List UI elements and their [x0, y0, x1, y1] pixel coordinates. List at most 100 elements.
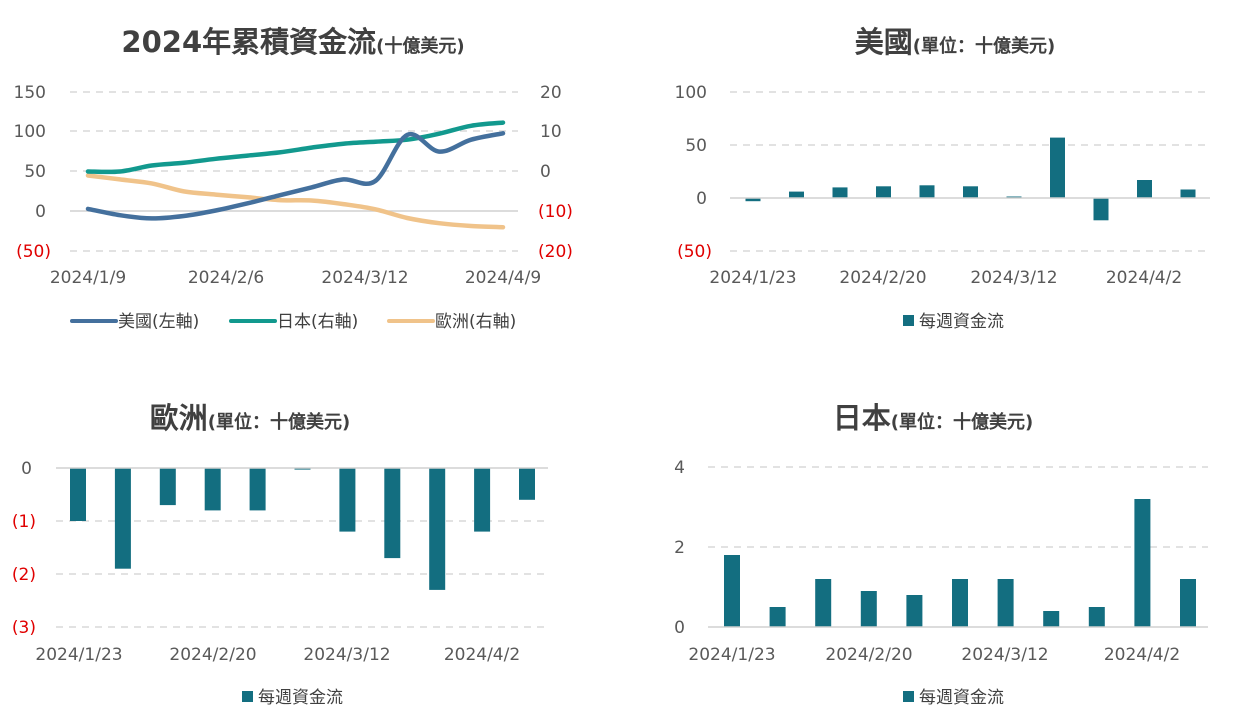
us-title-sub: (單位：十億美元) — [913, 35, 1055, 57]
europe-title-sub: (單位：十億美元) — [208, 411, 350, 433]
legend-item-jp: 日本(右軸) — [229, 312, 358, 332]
y-right-tick: 0 — [540, 162, 551, 182]
europe-weekly-flow-chart: 歐洲(單位：十億美元) 0 (1) (2) (3) 2024/1/23 2024… — [12, 401, 548, 708]
y-tick: 50 — [685, 136, 707, 156]
weekly-flow-bar — [1088, 607, 1105, 627]
weekly-flow-bar — [1093, 198, 1109, 221]
weekly-flow-bar — [1180, 579, 1196, 627]
y-tick-negative: (3) — [12, 618, 36, 638]
y-tick-negative: (50) — [677, 242, 712, 262]
weekly-flow-bar — [294, 468, 311, 470]
weekly-flow-bar — [997, 579, 1014, 627]
y-tick-negative: (2) — [12, 565, 36, 585]
japan-weekly-flow-chart: 日本(單位：十億美元) 4 2 0 2024/1/23 2024/2/20 20… — [674, 401, 1208, 708]
x-tick: 2024/2/20 — [825, 645, 912, 665]
weekly-flow-bar — [789, 191, 804, 198]
weekly-flow-bar — [1043, 611, 1060, 627]
europe-chart-title: 歐洲(單位：十億美元) — [150, 401, 350, 435]
y-tick: 100 — [675, 83, 707, 103]
weekly-flow-bar — [474, 468, 491, 532]
x-tick: 2024/3/12 — [303, 645, 390, 665]
y-tick: 0 — [674, 618, 685, 638]
weekly-flow-bar — [832, 187, 848, 198]
europe-legend: 每週資金流 — [242, 688, 343, 708]
us-bars — [745, 137, 1196, 221]
legend-swatch-weekly — [903, 315, 914, 326]
us-legend: 每週資金流 — [903, 312, 1004, 332]
japan-chart-title: 日本(單位：十億美元) — [833, 401, 1033, 435]
cumulative-flow-chart: 2024年累積資金流(十億美元) 150 100 50 0 (50) 20 10… — [14, 25, 573, 332]
weekly-flow-bar — [1180, 189, 1196, 198]
weekly-flow-bar — [876, 186, 891, 198]
x-tick: 2024/1/9 — [50, 268, 126, 288]
x-tick: 2024/3/12 — [961, 645, 1048, 665]
weekly-flow-bar — [429, 468, 446, 590]
legend-label-eu: 歐洲(右軸) — [435, 312, 516, 332]
legend-label-us: 美國(左軸) — [118, 312, 199, 332]
legend-swatch-weekly — [903, 691, 914, 702]
weekly-flow-bar — [745, 198, 761, 202]
legend-item-us: 美國(左軸) — [70, 312, 199, 332]
weekly-flow-bar — [519, 468, 535, 500]
weekly-flow-bar — [339, 468, 356, 532]
japan-bars — [724, 499, 1196, 627]
y-tick-negative: (1) — [12, 512, 36, 532]
cumulative-lines — [85, 120, 506, 230]
y-left-tick: 150 — [14, 83, 46, 103]
y-left-tick: 50 — [24, 162, 46, 182]
weekly-flow-bar — [70, 468, 86, 521]
x-tick: 2024/4/2 — [444, 645, 520, 665]
legend-label-weekly: 每週資金流 — [919, 312, 1004, 332]
weekly-flow-bar — [860, 591, 877, 627]
europe-bars — [70, 468, 535, 590]
japan-legend: 每週資金流 — [903, 688, 1004, 708]
series-line-us — [85, 131, 506, 221]
weekly-flow-bar — [906, 595, 923, 627]
x-tick: 2024/1/23 — [35, 645, 122, 665]
weekly-flow-bar — [204, 468, 221, 511]
cumulative-legend: 美國(左軸) 日本(右軸) 歐洲(右軸) — [70, 312, 516, 332]
weekly-flow-bar — [963, 186, 978, 198]
y-right-tick-negative: (10) — [538, 202, 573, 222]
y-left-tick: 0 — [35, 202, 46, 222]
y-right-tick: 20 — [540, 83, 562, 103]
x-tick: 2024/3/12 — [970, 268, 1057, 288]
japan-title-sub: (單位：十億美元) — [891, 411, 1033, 433]
x-tick: 2024/4/2 — [1106, 268, 1182, 288]
weekly-flow-bar — [114, 468, 131, 569]
weekly-flow-bar — [769, 607, 786, 627]
x-tick: 2024/1/23 — [709, 268, 796, 288]
y-tick: 0 — [696, 189, 707, 209]
weekly-flow-bar — [159, 468, 176, 506]
weekly-flow-bar — [815, 579, 832, 627]
legend-item-eu: 歐洲(右軸) — [387, 312, 516, 332]
y-tick: 2 — [674, 538, 685, 558]
us-chart-title: 美國(單位：十億美元) — [855, 25, 1055, 59]
y-left-tick-negative: (50) — [16, 242, 51, 262]
x-tick: 2024/2/6 — [188, 268, 264, 288]
weekly-flow-bar — [952, 579, 968, 627]
legend-label-weekly: 每週資金流 — [919, 688, 1004, 708]
weekly-flow-bar — [1137, 180, 1152, 198]
weekly-flow-bar — [1134, 499, 1151, 627]
weekly-flow-bar — [1050, 137, 1065, 198]
japan-title-main: 日本 — [833, 401, 891, 435]
europe-title-main: 歐洲 — [150, 401, 208, 435]
x-tick: 2024/3/12 — [321, 268, 408, 288]
cumulative-title-sub: (十億美元) — [376, 35, 464, 57]
weekly-flow-bar — [724, 555, 740, 627]
legend-label-weekly: 每週資金流 — [258, 688, 343, 708]
series-line-jp — [85, 120, 506, 175]
y-left-tick: 100 — [14, 122, 46, 142]
x-tick: 2024/4/2 — [1104, 645, 1180, 665]
us-title-main: 美國 — [855, 25, 913, 59]
weekly-flow-bar — [384, 468, 401, 559]
cumulative-chart-title: 2024年累積資金流(十億美元) — [121, 25, 464, 59]
legend-swatch-weekly — [242, 691, 253, 702]
x-tick: 2024/2/20 — [169, 645, 256, 665]
x-tick: 2024/4/9 — [465, 268, 541, 288]
y-tick: 4 — [674, 458, 685, 478]
weekly-flow-bar — [919, 185, 935, 198]
y-right-tick-negative: (20) — [538, 242, 573, 262]
